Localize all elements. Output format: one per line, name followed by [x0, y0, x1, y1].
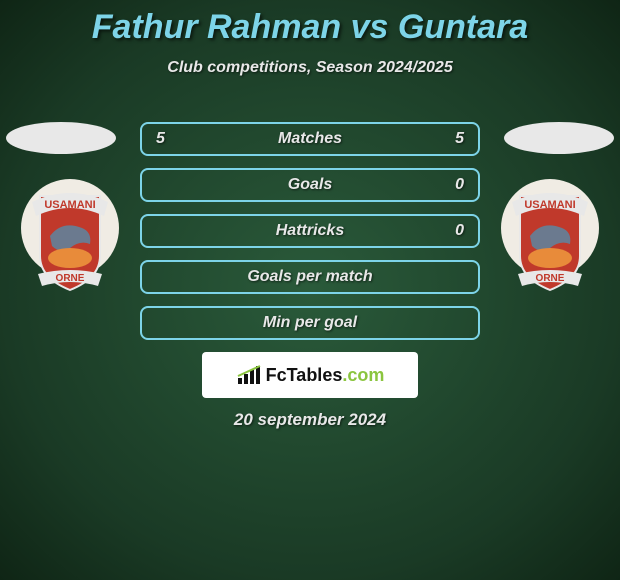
- stat-row: 5Matches5: [140, 122, 480, 156]
- stat-value-right: 0: [455, 222, 464, 240]
- stat-label: Min per goal: [142, 314, 478, 332]
- svg-text:ORNE: ORNE: [56, 273, 85, 284]
- stat-row: Hattricks0: [140, 214, 480, 248]
- stats-container: 5Matches5Goals0Hattricks0Goals per match…: [140, 122, 480, 352]
- stat-value-left: 5: [156, 130, 165, 148]
- svg-text:USAMANI: USAMANI: [524, 199, 575, 211]
- source-logo: FcTables.com: [202, 352, 418, 398]
- logo-text-a: FcTables: [266, 365, 343, 385]
- stat-row: Min per goal: [140, 306, 480, 340]
- source-logo-text: FcTables.com: [266, 365, 385, 386]
- svg-text:ORNE: ORNE: [536, 273, 565, 284]
- svg-text:USAMANI: USAMANI: [44, 199, 95, 211]
- stat-value-right: 5: [455, 130, 464, 148]
- stat-row: Goals0: [140, 168, 480, 202]
- club-crest-left: USAMANI ORNE: [20, 178, 120, 296]
- stat-value-right: 0: [455, 176, 464, 194]
- stat-row: Goals per match: [140, 260, 480, 294]
- club-crest-right: USAMANI ORNE: [500, 178, 600, 296]
- page-title: Fathur Rahman vs Guntara: [0, 0, 620, 47]
- stat-label: Goals per match: [142, 268, 478, 286]
- player-ellipse-right: [504, 122, 614, 154]
- report-date: 20 september 2024: [0, 410, 620, 430]
- stat-label: Hattricks: [142, 222, 478, 240]
- player-ellipse-left: [6, 122, 116, 154]
- page-subtitle: Club competitions, Season 2024/2025: [0, 59, 620, 77]
- logo-text-b: .com: [342, 365, 384, 385]
- stat-label: Goals: [142, 176, 478, 194]
- bar-chart-icon: [236, 364, 262, 386]
- stat-label: Matches: [142, 130, 478, 148]
